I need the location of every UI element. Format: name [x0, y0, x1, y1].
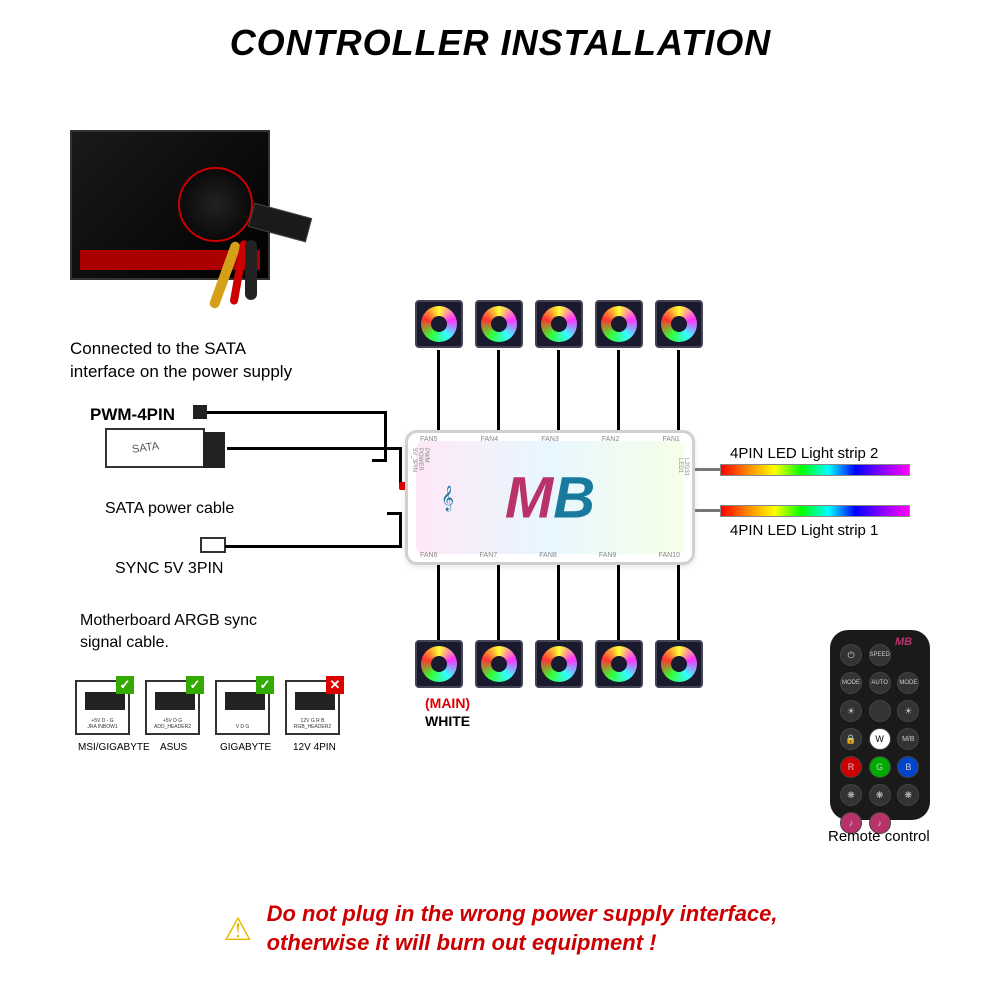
psu-caption-l2: interface on the power supply [70, 361, 292, 384]
hub-right-ports: L2G31LED1 [677, 458, 689, 537]
power-btn: ⏻ [840, 644, 862, 666]
mode-btn: MODE [897, 672, 919, 694]
pwm-connector-icon [193, 405, 207, 419]
r-btn: R [840, 756, 862, 778]
w-btn: W [869, 728, 891, 750]
mb-btn: M/B [897, 728, 919, 750]
remote-label: Remote control [828, 828, 930, 845]
led-wire-2 [695, 468, 720, 471]
sata-cable-icon [105, 428, 205, 493]
sata-label: SATA power cable [105, 500, 234, 518]
pwm-label: PWM-4PIN [90, 405, 175, 425]
rgb-fan-icon [415, 640, 463, 688]
led-strip-2 [720, 464, 910, 476]
rgb-fan-icon [475, 640, 523, 688]
rgb-fan-icon [535, 300, 583, 348]
led-strip-1 [720, 505, 910, 517]
g-btn: G [869, 756, 891, 778]
led-label-2: 4PIN LED Light strip 2 [730, 445, 878, 462]
hub-background: 𝄞 MB [416, 441, 684, 554]
check-icon: ✓ [256, 676, 274, 694]
lock-btn: 🔒 [840, 728, 862, 750]
motherboard-caption: Motherboard ARGB sync signal cable. [80, 610, 257, 653]
conn-asus: ✓+5V D GADD_HEADER2 [145, 680, 200, 735]
pwm-wire [207, 411, 387, 414]
effect-btn: ❋ [840, 784, 862, 806]
music-note-icon: 𝄞 [441, 485, 454, 511]
remote-control: ⏻ SPEED MODE AUTO MODE ☀ ☀ 🔒 W M/B R G B… [830, 630, 930, 820]
bright-down-btn: ☀ [840, 700, 862, 722]
warning-text: Do not plug in the wrong power supply in… [267, 900, 778, 957]
connector-compat-row: ✓+5V D - GJRA INBOW1 ✓+5V D GADD_HEADER2… [75, 680, 340, 735]
mb-caption-l2: signal cable. [80, 632, 257, 654]
sync-label: SYNC 5V 3PIN [115, 560, 223, 578]
hub-logo: MB [505, 464, 595, 531]
conn-msi: ✓+5V D - GJRA INBOW1 [75, 680, 130, 735]
hub-left-ports: PWMPOWER5V_3PIN [411, 448, 429, 547]
conn-lbl-2: GIGABYTE [220, 742, 271, 753]
led-label-1: 4PIN LED Light strip 1 [730, 522, 878, 539]
psu-caption-l1: Connected to the SATA [70, 338, 292, 361]
auto-btn: AUTO [869, 672, 891, 694]
main-port-label: (MAIN) [425, 695, 470, 711]
conn-12v: ✕12V G R BRGB_HEADER2 [285, 680, 340, 735]
fan-wires-bottom [437, 565, 680, 640]
sync-wire [225, 545, 402, 548]
psu-sata-cable [220, 210, 310, 290]
psu-caption: Connected to the SATA interface on the p… [70, 338, 292, 384]
rgb-fan-icon [655, 300, 703, 348]
rgb-fan-icon [655, 640, 703, 688]
cross-icon: ✕ [326, 676, 344, 694]
remote-buttons: ⏻ SPEED MODE AUTO MODE ☀ ☀ 🔒 W M/B R G B… [840, 644, 920, 834]
check-icon: ✓ [186, 676, 204, 694]
sata-connector-icon [248, 203, 312, 243]
rgb-fan-icon [415, 300, 463, 348]
bright-up-btn: ☀ [897, 700, 919, 722]
fan-row-top [415, 300, 703, 348]
sata-wire [227, 447, 402, 450]
hub-bottom-ports: FAN6FAN7FAN8FAN9FAN10 [420, 552, 680, 559]
rgb-fan-icon [535, 640, 583, 688]
conn-gigabyte: ✓V D G [215, 680, 270, 735]
b-btn: B [897, 756, 919, 778]
psu-illustration [70, 130, 330, 320]
conn-lbl-0: MSI/GIGABYTE [78, 742, 150, 753]
mode-btn: MODE [840, 672, 862, 694]
rgb-fan-icon [595, 640, 643, 688]
main-title: CONTROLLER INSTALLATION [0, 22, 1001, 64]
white-label: WHITE [425, 713, 470, 729]
speed-btn: SPEED [869, 644, 891, 666]
warning-banner: ⚠ Do not plug in the wrong power supply … [0, 900, 1001, 957]
effect-btn: ❋ [897, 784, 919, 806]
fan-row-bottom [415, 640, 703, 688]
center-btn [869, 700, 891, 722]
check-icon: ✓ [116, 676, 134, 694]
controller-hub: 𝄞 MB FAN5FAN4FAN3FAN2FAN1 FAN6FAN7FAN8FA… [405, 430, 695, 565]
hub-top-ports: FAN5FAN4FAN3FAN2FAN1 [420, 436, 680, 443]
effect-btn: ❋ [869, 784, 891, 806]
fan-wires-top [437, 350, 680, 430]
remote-logo: MB [895, 636, 912, 648]
rgb-fan-icon [475, 300, 523, 348]
sync-connector-icon [200, 537, 226, 553]
conn-lbl-3: 12V 4PIN [293, 742, 336, 753]
rgb-fan-icon [595, 300, 643, 348]
led-wire-1 [695, 509, 720, 512]
warning-icon: ⚠ [223, 910, 252, 948]
cable-bundle-icon [220, 240, 320, 320]
mb-caption-l1: Motherboard ARGB sync [80, 610, 257, 632]
conn-lbl-1: ASUS [160, 742, 187, 753]
